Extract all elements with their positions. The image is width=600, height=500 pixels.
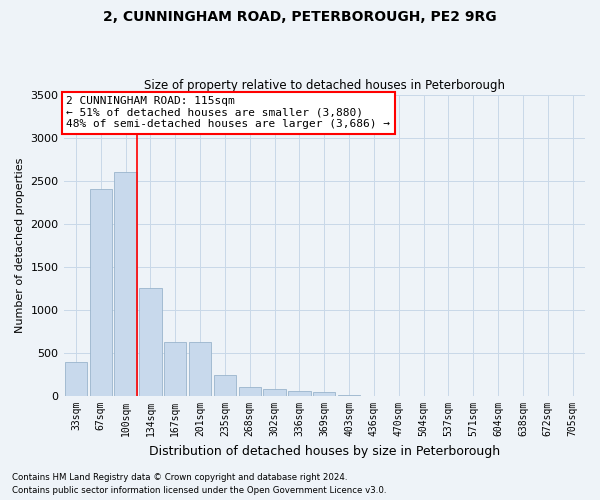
Bar xyxy=(65,362,87,396)
Bar xyxy=(313,392,335,396)
Bar xyxy=(115,172,137,396)
Bar xyxy=(338,395,360,396)
Title: Size of property relative to detached houses in Peterborough: Size of property relative to detached ho… xyxy=(144,79,505,92)
Bar xyxy=(214,374,236,396)
Bar xyxy=(139,288,161,396)
Text: Contains HM Land Registry data © Crown copyright and database right 2024.
Contai: Contains HM Land Registry data © Crown c… xyxy=(12,474,386,495)
Bar xyxy=(288,391,311,396)
Text: 2 CUNNINGHAM ROAD: 115sqm
← 51% of detached houses are smaller (3,880)
48% of se: 2 CUNNINGHAM ROAD: 115sqm ← 51% of detac… xyxy=(66,96,390,130)
Bar xyxy=(89,190,112,396)
Y-axis label: Number of detached properties: Number of detached properties xyxy=(15,158,25,333)
Text: 2, CUNNINGHAM ROAD, PETERBOROUGH, PE2 9RG: 2, CUNNINGHAM ROAD, PETERBOROUGH, PE2 9R… xyxy=(103,10,497,24)
Bar xyxy=(164,342,187,396)
Bar xyxy=(189,342,211,396)
X-axis label: Distribution of detached houses by size in Peterborough: Distribution of detached houses by size … xyxy=(149,444,500,458)
Bar xyxy=(239,386,261,396)
Bar xyxy=(263,389,286,396)
